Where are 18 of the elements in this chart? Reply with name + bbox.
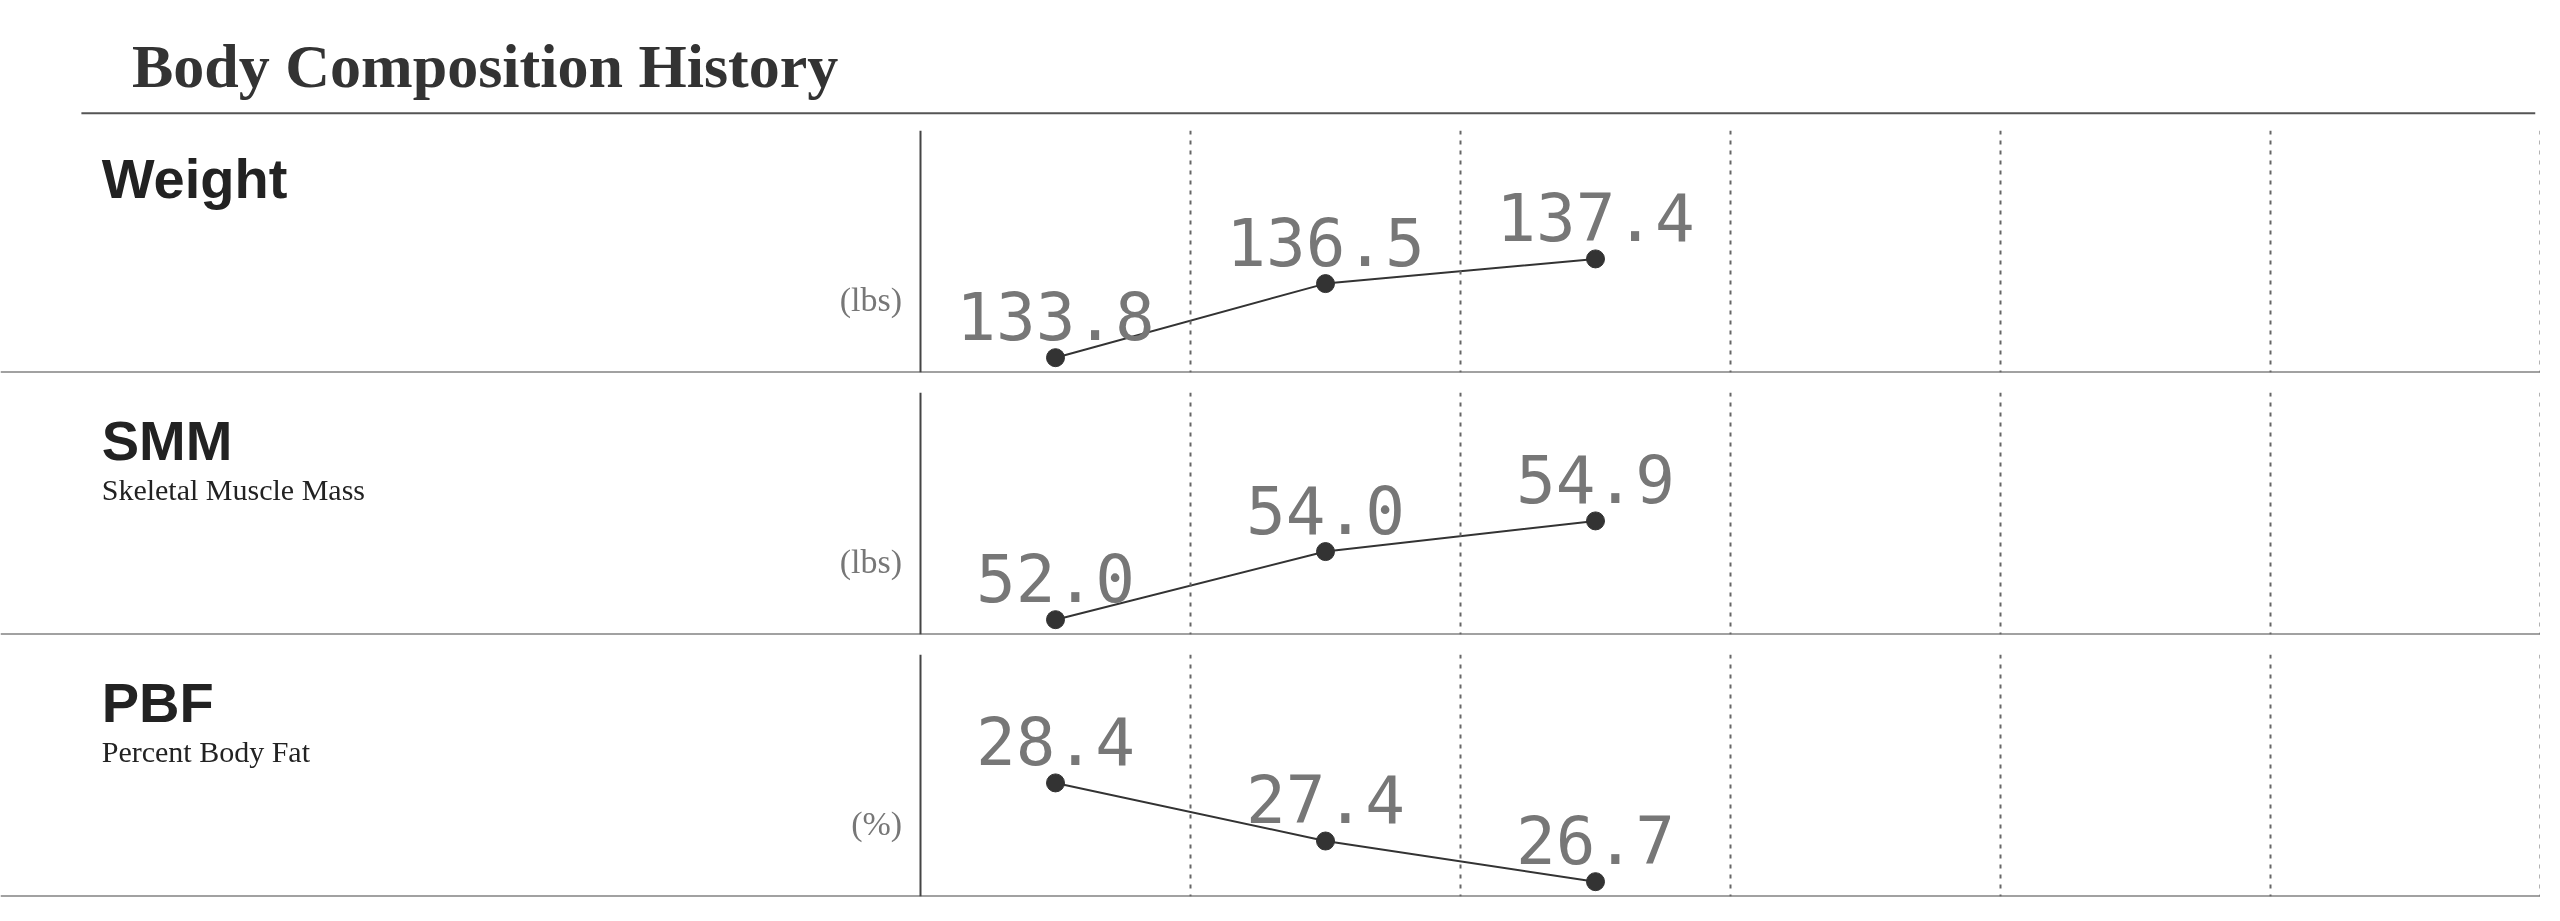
data-label: 28.4: [976, 703, 1135, 781]
text: Skeletal Muscle Mass: [101, 472, 365, 506]
data-label: 133.8: [956, 278, 1155, 356]
y-axis-title: (lbs): [839, 281, 903, 320]
data-label: 26.7: [1516, 802, 1675, 880]
data-label: 137.4: [1496, 179, 1695, 257]
text: Weight: [101, 147, 288, 211]
text: PBF: [101, 671, 214, 735]
data-label: 136.5: [1226, 204, 1425, 282]
text: Body Composition History: [132, 32, 839, 100]
data-label: 27.4: [1246, 762, 1405, 840]
text: Percent Body Fat: [101, 734, 311, 768]
y-axis-title: (%): [851, 805, 903, 844]
data-label: 52.0: [976, 540, 1135, 618]
y-axis-title: (lbs): [839, 543, 903, 582]
text: SMM: [101, 409, 233, 473]
data-label: 54.9: [1516, 441, 1675, 519]
data-label: 54.0: [1246, 472, 1405, 550]
